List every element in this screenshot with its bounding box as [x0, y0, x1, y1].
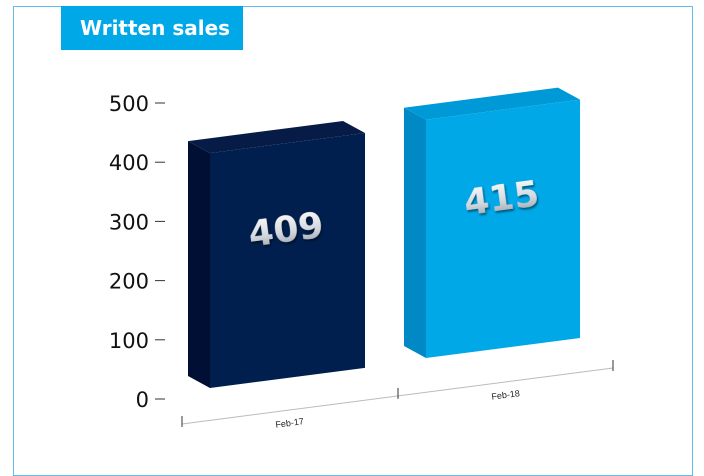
- chart-title: Written sales: [80, 16, 231, 40]
- y-tick-label: 100: [109, 329, 149, 353]
- y-tick-label: 300: [109, 210, 149, 234]
- bar-side-face: [188, 141, 210, 388]
- bar-value-label: 415: [462, 173, 542, 223]
- axis-layer: 0 100 200 300 400 500 Feb-17 Feb-18: [109, 92, 614, 430]
- bar-front-face: [210, 132, 365, 388]
- y-tick-label: 0: [136, 388, 149, 412]
- bar-top-face: [404, 87, 580, 120]
- bar-front-face: [426, 99, 580, 358]
- bar-top-face: [188, 120, 365, 154]
- chart-title-box: Written sales: [61, 6, 243, 50]
- y-tick-label: 200: [109, 270, 149, 294]
- x-tick-label: Feb-17: [275, 416, 305, 430]
- y-tick-label: 500: [109, 92, 149, 116]
- bar-value-label: 409: [246, 205, 326, 255]
- bars-layer: 409 415: [188, 87, 580, 388]
- y-tick-label: 400: [109, 151, 149, 175]
- x-tick-label: Feb-18: [491, 388, 521, 402]
- bar-side-face: [404, 107, 426, 358]
